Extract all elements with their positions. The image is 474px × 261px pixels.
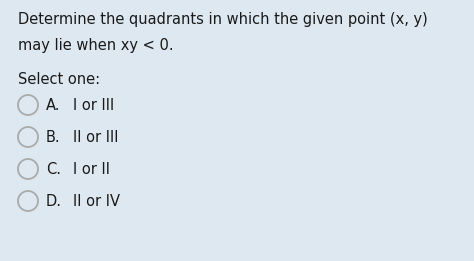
Text: A.: A.: [46, 98, 61, 112]
Text: II or III: II or III: [73, 129, 118, 145]
Text: I or II: I or II: [73, 162, 110, 176]
Text: B.: B.: [46, 129, 61, 145]
Text: may lie when xy < 0.: may lie when xy < 0.: [18, 38, 173, 53]
Text: Determine the quadrants in which the given point (x, y): Determine the quadrants in which the giv…: [18, 12, 428, 27]
Text: Select one:: Select one:: [18, 72, 100, 87]
Text: I or III: I or III: [73, 98, 114, 112]
Text: D.: D.: [46, 193, 62, 209]
Text: C.: C.: [46, 162, 61, 176]
Text: II or IV: II or IV: [73, 193, 120, 209]
